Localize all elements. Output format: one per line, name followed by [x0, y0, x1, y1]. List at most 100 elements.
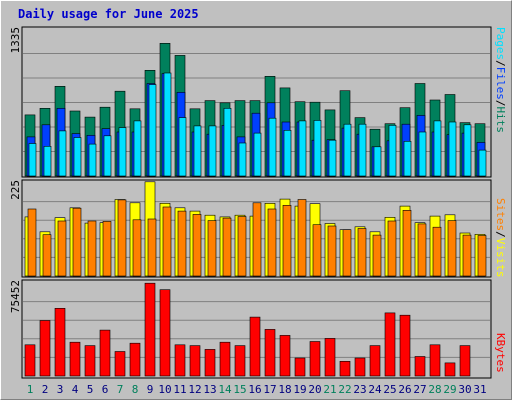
- legend-pages: Pages: [494, 27, 507, 60]
- bar-kbytes-day-10: [159, 289, 171, 377]
- x-tick-label: 12: [188, 383, 201, 396]
- bar-sites-day-8: [132, 219, 142, 277]
- bars-kbytes: [24, 282, 471, 377]
- bar-kbytes-day-23: [354, 357, 366, 377]
- bar-sites-day-9: [147, 218, 157, 277]
- bar-kbytes-day-1: [24, 344, 36, 377]
- x-tick-label: 25: [383, 383, 396, 396]
- bar-sites-day-7: [117, 199, 127, 277]
- x-tick-label: 16: [248, 383, 261, 396]
- x-tick-label: 3: [57, 383, 64, 396]
- bar-kbytes-day-5: [84, 345, 96, 377]
- x-tick-label: 27: [413, 383, 426, 396]
- bar-pages-day-18: [283, 130, 292, 177]
- ymax-hits-files-pages: 1335: [9, 27, 22, 54]
- x-tick-label: 20: [308, 383, 321, 396]
- x-axis-day-labels: 1 2 3 4 5 6 7 8 9 10 11 12 13 14 15 16 17 18 19 20 21 22 23 24 2…: [27, 383, 487, 396]
- bar-kbytes-day-24: [369, 345, 381, 377]
- bar-pages-day-12: [193, 125, 202, 177]
- bar-sites-day-18: [282, 205, 292, 277]
- x-tick-label: 29: [443, 383, 456, 396]
- x-tick-label: 23: [353, 383, 366, 396]
- bar-pages-day-1: [28, 143, 37, 177]
- bar-sites-day-15: [237, 216, 247, 277]
- bar-pages-day-31: [478, 149, 487, 177]
- bar-kbytes-day-20: [309, 341, 321, 377]
- x-tick-label: 30: [458, 383, 471, 396]
- x-tick-label: 6: [102, 383, 109, 396]
- x-tick-label: 24: [368, 383, 382, 396]
- chart-title: Daily usage for June 2025: [18, 7, 199, 21]
- bar-pages-day-19: [298, 120, 307, 177]
- x-tick-label: 26: [398, 383, 411, 396]
- bar-sites-day-14: [222, 217, 232, 277]
- bar-sites-day-19: [297, 199, 307, 277]
- bar-sites-day-24: [372, 234, 382, 277]
- bar-pages-day-10: [163, 72, 172, 177]
- bar-sites-day-26: [402, 210, 412, 277]
- x-tick-label: 31: [473, 383, 486, 396]
- bars-visits-sites: [24, 181, 487, 277]
- legend-hits: Hits: [494, 107, 507, 134]
- bar-sites-day-5: [87, 220, 97, 277]
- bar-kbytes-day-2: [39, 320, 51, 377]
- bar-pages-day-28: [433, 120, 442, 177]
- bar-pages-day-22: [343, 123, 352, 177]
- bar-sites-day-1: [27, 208, 37, 277]
- bar-kbytes-day-28: [429, 344, 441, 377]
- bar-sites-day-22: [342, 229, 352, 277]
- legend-sep-2: /: [494, 100, 507, 107]
- bar-kbytes-day-15: [234, 345, 246, 377]
- bar-pages-day-25: [388, 125, 397, 177]
- bar-pages-day-26: [403, 141, 412, 177]
- legend-kbytes-label: KBytes: [494, 333, 507, 373]
- bar-pages-day-21: [328, 139, 337, 177]
- bar-sites-day-3: [57, 220, 67, 277]
- bar-sites-day-11: [177, 210, 187, 277]
- x-tick-label: 22: [338, 383, 351, 396]
- bar-sites-day-25: [387, 220, 397, 277]
- bar-sites-day-6: [102, 221, 112, 277]
- bar-kbytes-day-4: [69, 341, 81, 377]
- bar-kbytes-day-26: [399, 314, 411, 377]
- bar-sites-day-27: [417, 223, 427, 277]
- bar-kbytes-day-17: [264, 329, 276, 377]
- bar-sites-day-12: [192, 214, 202, 277]
- bar-sites-day-28: [432, 226, 442, 277]
- x-tick-label: 15: [233, 383, 246, 396]
- bar-sites-day-20: [312, 224, 322, 277]
- bar-kbytes-day-25: [384, 312, 396, 377]
- legend-sep-3: /: [494, 231, 507, 238]
- bar-pages-day-13: [208, 125, 217, 177]
- bar-kbytes-day-19: [294, 357, 306, 377]
- bar-kbytes-day-18: [279, 335, 291, 377]
- x-tick-label: 21: [323, 383, 336, 396]
- x-tick-label: 8: [132, 383, 139, 396]
- bar-pages-day-5: [88, 143, 97, 177]
- bar-kbytes-day-21: [324, 338, 336, 377]
- legend-visits-sites: Sites/Visits: [494, 198, 507, 278]
- x-tick-label: 10: [158, 383, 171, 396]
- x-tick-label: 7: [117, 383, 124, 396]
- x-tick-label: 1: [27, 383, 34, 396]
- bar-pages-day-11: [178, 117, 187, 177]
- bar-pages-day-3: [58, 130, 67, 177]
- ymax-kbytes: 75452: [9, 280, 22, 313]
- bar-pages-day-8: [133, 120, 142, 177]
- legend-hits-files-pages: Pages/Files/Hits: [494, 27, 507, 133]
- bar-kbytes-day-22: [339, 360, 351, 377]
- bar-pages-day-9: [148, 84, 157, 177]
- x-tick-label: 11: [173, 383, 186, 396]
- bar-pages-day-24: [373, 146, 382, 177]
- bar-sites-day-17: [267, 208, 277, 277]
- bar-pages-day-20: [313, 120, 322, 177]
- legend-sep-1: /: [494, 60, 507, 67]
- x-tick-label: 13: [203, 383, 216, 396]
- bar-sites-day-31: [477, 235, 487, 277]
- x-tick-label: 2: [42, 383, 49, 396]
- legend-kbytes: KBytes: [494, 333, 507, 373]
- bar-kbytes-day-30: [459, 345, 471, 377]
- bar-pages-day-27: [418, 131, 427, 177]
- bar-pages-day-29: [448, 121, 457, 177]
